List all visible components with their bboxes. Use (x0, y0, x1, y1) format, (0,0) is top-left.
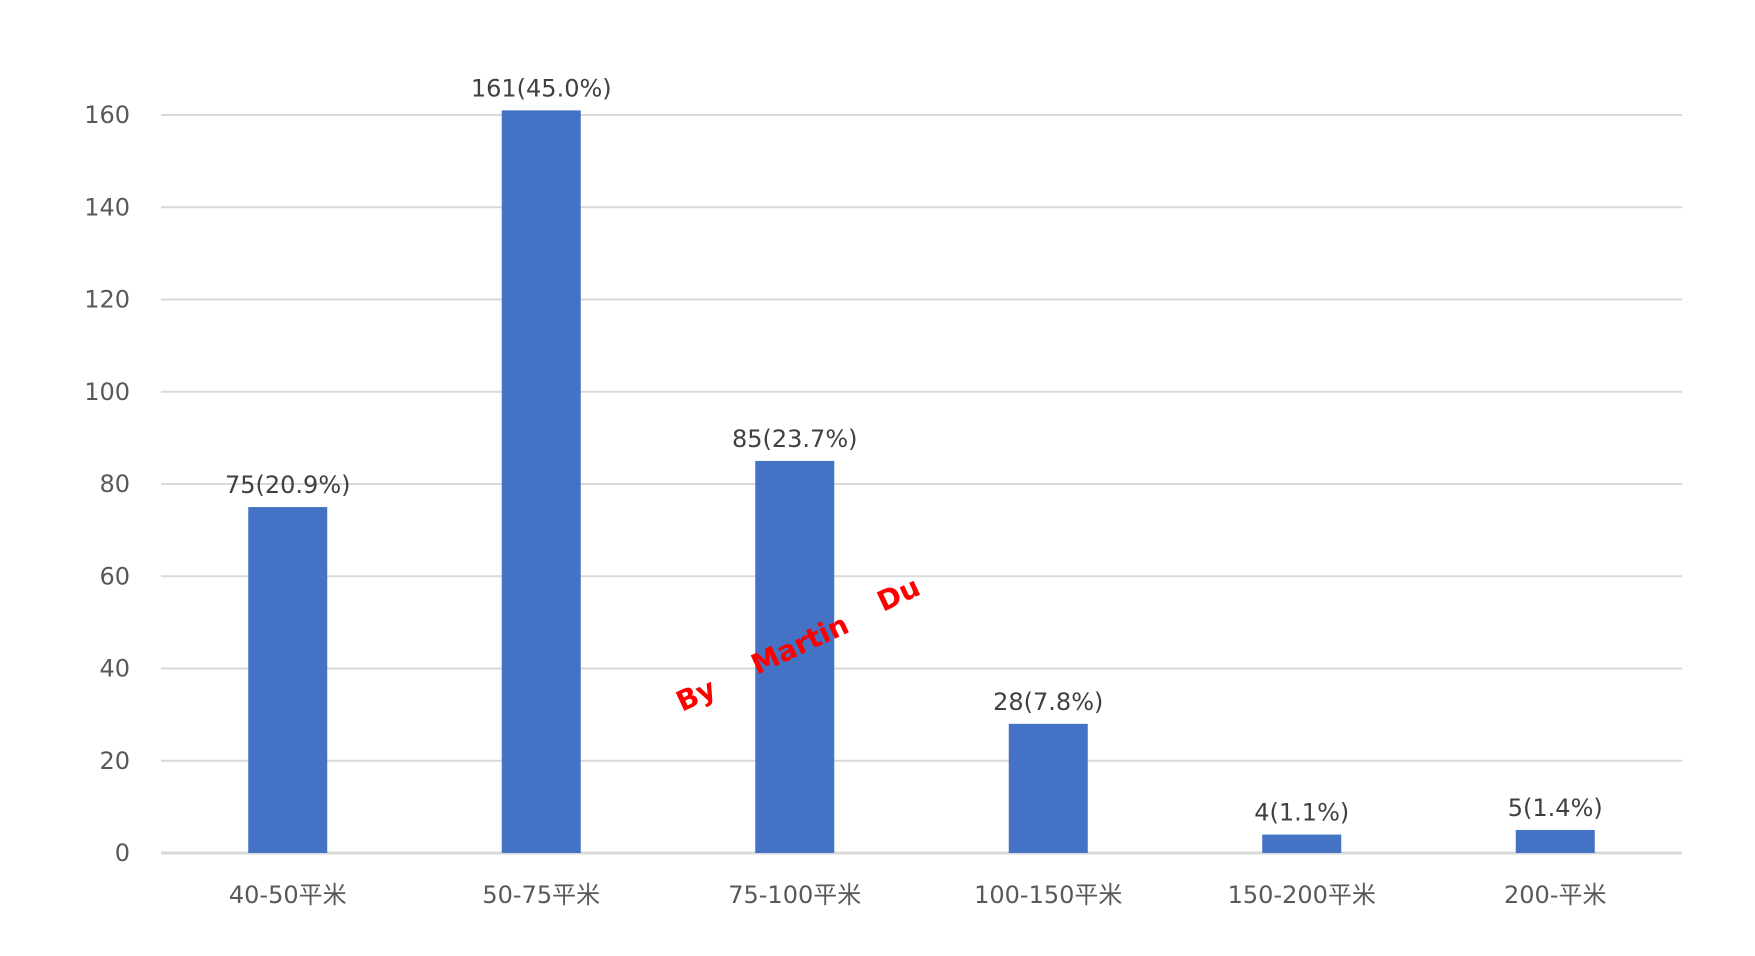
data-label: 4(1.1%) (1254, 799, 1349, 827)
bar (1515, 829, 1595, 853)
bar (248, 507, 328, 853)
y-tick-label: 40 (99, 655, 130, 683)
y-tick-label: 120 (84, 286, 130, 314)
bar (501, 110, 581, 853)
bar (1008, 723, 1088, 853)
y-tick-label: 100 (84, 378, 130, 406)
x-tick-label: 150-200平米 (1228, 881, 1376, 909)
data-label: 75(20.9%) (225, 471, 351, 499)
y-tick-label: 140 (84, 193, 130, 221)
data-label: 28(7.8%) (993, 688, 1103, 716)
bar (1262, 834, 1342, 853)
data-label: 161(45.0%) (471, 74, 612, 102)
x-tick-label: 200-平米 (1504, 881, 1606, 909)
bar (755, 460, 835, 853)
x-tick-label: 75-100平米 (728, 881, 861, 909)
x-axis-tick-labels: 40-50平米 50-75平米 75-100平米 100-150平米 150-200平米… (229, 881, 1607, 909)
y-tick-label: 80 (99, 470, 130, 498)
y-tick-label: 60 (99, 562, 130, 590)
data-label: 5(1.4%) (1508, 794, 1603, 822)
y-tick-label: 160 (84, 101, 130, 129)
data-labels: 75(20.9%) 161(45.0%) 85(23.7%) 28(7.8%) 4(1.… (225, 74, 1603, 826)
gridlines (161, 114, 1682, 855)
data-label: 85(23.7%) (732, 425, 858, 453)
x-tick-label: 100-150平米 (974, 881, 1122, 909)
watermark-word: By (671, 672, 721, 719)
x-tick-label: 50-75平米 (482, 881, 600, 909)
x-tick-label: 40-50平米 (229, 881, 347, 909)
y-axis-tick-labels: 0 20 40 60 80 100 120 140 160 (84, 101, 130, 867)
y-tick-label: 20 (99, 747, 130, 775)
y-tick-label: 0 (115, 839, 130, 867)
bars (248, 110, 1595, 853)
watermark-word: Du (872, 570, 925, 618)
